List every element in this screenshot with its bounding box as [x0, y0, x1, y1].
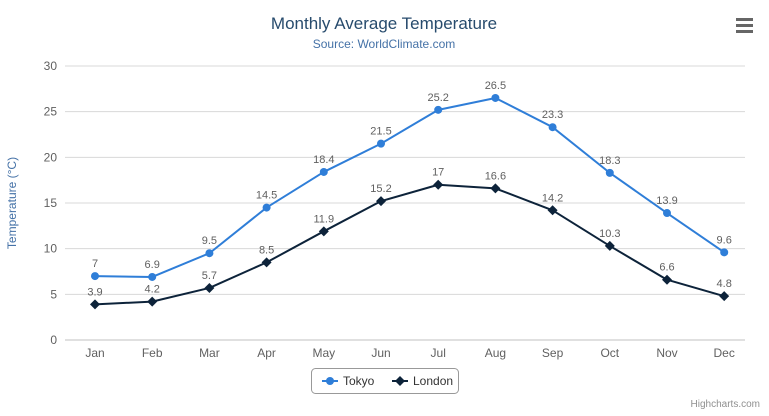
data-label: 17	[432, 167, 444, 179]
hamburger-menu-icon[interactable]	[736, 18, 753, 33]
y-axis-label: 15	[44, 196, 58, 210]
data-label: 4.2	[145, 284, 160, 296]
data-point[interactable]	[548, 123, 557, 132]
x-axis-label: Aug	[485, 346, 506, 360]
x-axis-label: Mar	[199, 346, 220, 360]
data-label: 18.4	[313, 154, 334, 166]
data-point[interactable]	[91, 272, 99, 281]
plot-area: 0 5 10 15 20 25 30 Jan Feb Mar Apr May Jun Jul Aug Sep O…	[44, 59, 745, 360]
data-label: 6.9	[145, 259, 160, 271]
legend-label: Tokyo	[343, 374, 375, 388]
chart-subtitle: Source: WorldClimate.com	[313, 37, 456, 51]
data-point[interactable]	[376, 196, 386, 207]
x-axis-label: May	[312, 346, 335, 360]
data-point[interactable]	[604, 240, 615, 251]
legend: Tokyo London	[311, 368, 459, 394]
data-point[interactable]	[204, 282, 215, 293]
x-axis-label: Jul	[431, 346, 446, 360]
legend-label: London	[413, 374, 453, 388]
x-axis-label: Apr	[257, 346, 276, 360]
data-label: 14.2	[542, 192, 563, 204]
data-point[interactable]	[261, 257, 272, 268]
y-axis-title: Temperature (°C)	[5, 157, 19, 249]
y-axis-label: 20	[44, 150, 58, 164]
legend-item-tokyo[interactable]: Tokyo	[322, 374, 375, 388]
data-point[interactable]	[490, 183, 501, 194]
data-label: 11.9	[314, 213, 335, 225]
x-axis-label: Dec	[714, 346, 735, 360]
data-point[interactable]	[318, 226, 329, 237]
legend-box	[311, 368, 459, 394]
x-axis-label: Sep	[542, 346, 564, 360]
data-label: 6.6	[659, 262, 674, 274]
y-axis-label: 25	[44, 105, 58, 119]
data-point[interactable]	[90, 299, 100, 310]
data-point[interactable]	[720, 248, 729, 257]
data-point[interactable]	[147, 296, 158, 307]
series-line-tokyo	[94, 96, 726, 278]
data-label: 25.2	[427, 92, 448, 104]
data-label: 7	[92, 258, 98, 270]
legend-marker-circle-icon	[326, 377, 334, 385]
data-point[interactable]	[605, 168, 614, 177]
data-point[interactable]	[663, 209, 671, 218]
data-label: 15.2	[370, 183, 391, 195]
data-label: 3.9	[87, 286, 102, 298]
data-label: 9.6	[717, 234, 732, 246]
y-axis-label: 10	[44, 242, 58, 256]
x-axis-label: Feb	[142, 346, 163, 360]
x-axis-label: Nov	[656, 346, 677, 360]
data-point[interactable]	[491, 93, 500, 102]
chart-title: Monthly Average Temperature	[271, 14, 497, 33]
data-label: 4.8	[717, 278, 732, 290]
data-point[interactable]	[662, 274, 672, 285]
data-label: 14.5	[256, 190, 277, 202]
y-axis-label: 30	[44, 59, 58, 73]
x-axis-label: Oct	[600, 346, 619, 360]
data-point[interactable]	[148, 272, 157, 281]
data-label: 9.5	[202, 235, 217, 247]
data-label: 18.3	[599, 155, 620, 167]
data-point[interactable]	[719, 291, 730, 302]
data-point[interactable]	[547, 205, 558, 216]
data-point[interactable]	[433, 179, 444, 190]
data-label: 16.6	[485, 170, 506, 182]
data-label: 23.3	[542, 109, 563, 121]
legend-item-london[interactable]: London	[392, 374, 453, 388]
data-label: 26.5	[485, 80, 506, 92]
data-point[interactable]	[319, 167, 328, 176]
series-line-london	[94, 183, 726, 306]
data-point[interactable]	[434, 105, 443, 114]
data-label: 5.7	[202, 270, 217, 282]
data-label: 21.5	[370, 126, 391, 138]
data-point[interactable]	[262, 203, 271, 212]
y-axis-label: 5	[50, 287, 57, 301]
data-label: 8.5	[259, 244, 274, 256]
data-point[interactable]	[377, 139, 385, 148]
credits-link[interactable]: Highcharts.com	[691, 399, 760, 410]
y-axis-label: 0	[50, 333, 57, 347]
data-label: 13.9	[656, 195, 677, 207]
data-point[interactable]	[205, 249, 214, 258]
x-axis-label: Jan	[85, 346, 104, 360]
x-axis-label: Jun	[371, 346, 390, 360]
legend-marker-diamond-icon	[395, 376, 405, 386]
data-label: 10.3	[599, 228, 620, 240]
